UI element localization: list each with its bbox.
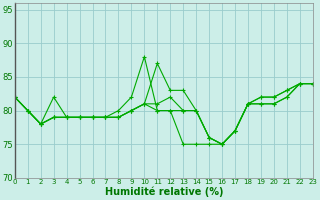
X-axis label: Humidité relative (%): Humidité relative (%) (105, 187, 223, 197)
